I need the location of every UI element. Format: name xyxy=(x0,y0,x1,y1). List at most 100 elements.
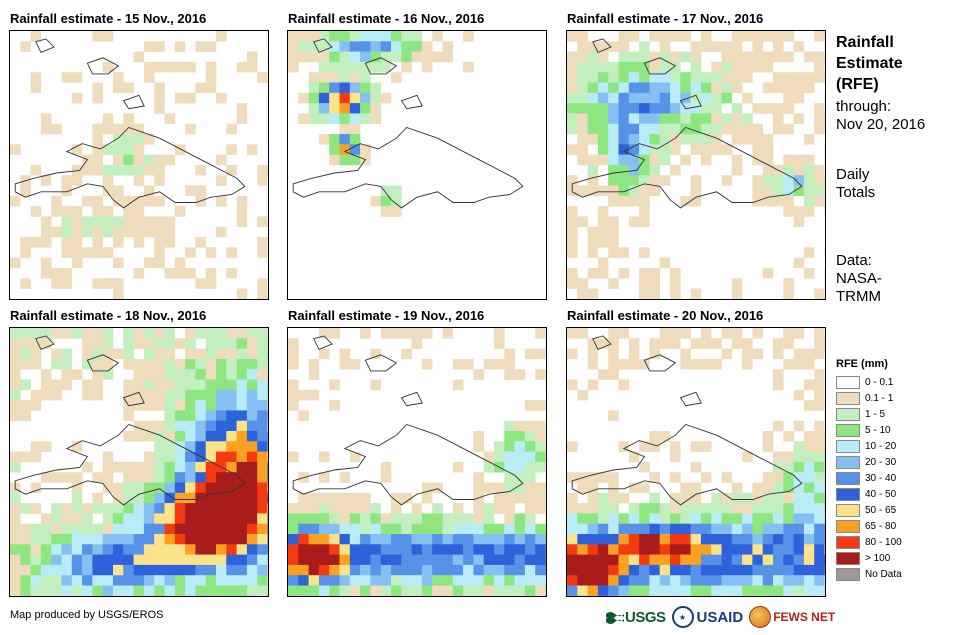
rainfall-cell xyxy=(752,348,763,360)
rainfall-cell xyxy=(391,492,402,504)
rainfall-cell xyxy=(61,554,73,566)
rainfall-cell xyxy=(545,575,546,586)
rainfall-cell xyxy=(639,267,650,279)
rainfall-cell xyxy=(700,585,712,596)
rainfall-cell xyxy=(524,431,536,442)
rainfall-cell xyxy=(659,144,671,155)
rainfall-cell xyxy=(257,544,268,555)
rainfall-cell xyxy=(113,237,124,248)
rainfall-cell xyxy=(370,534,381,545)
rainfall-cell xyxy=(608,61,619,73)
rainfall-cell xyxy=(793,185,805,197)
rainfall-cell xyxy=(711,72,722,83)
coastline-island xyxy=(400,94,423,110)
rainfall-cell xyxy=(164,113,176,124)
rainfall-cell xyxy=(587,358,599,370)
rainfall-cell xyxy=(773,482,784,494)
rainfall-cell xyxy=(308,41,320,52)
rainfall-cell xyxy=(783,185,794,197)
rainfall-cell xyxy=(473,482,484,494)
rainfall-cell xyxy=(731,544,743,555)
rainfall-cell xyxy=(82,216,93,227)
rainfall-cell xyxy=(246,544,258,555)
rainfall-cell xyxy=(123,328,134,339)
rainfall-cell xyxy=(164,61,176,73)
rainfall-cell xyxy=(154,103,165,114)
rainfall-cell xyxy=(123,348,134,360)
rainfall-cell xyxy=(123,206,134,217)
rainfall-cell xyxy=(185,492,196,504)
rainfall-cell xyxy=(752,144,763,155)
rainfall-cell xyxy=(700,82,712,94)
rainfall-cell xyxy=(380,31,392,42)
panel-title-15: Rainfall estimate - 15 Nov., 2016 xyxy=(10,11,207,26)
rainfall-cell xyxy=(793,175,805,186)
rainfall-cell xyxy=(824,123,825,135)
rainfall-cell xyxy=(143,369,155,380)
rainfall-cell xyxy=(783,564,794,576)
rainfall-cell xyxy=(318,472,330,483)
rainfall-cell xyxy=(20,185,31,197)
rainfall-cell xyxy=(195,564,206,576)
rainfall-cell xyxy=(216,338,227,349)
rainfall-cell xyxy=(421,358,433,370)
rainfall-cell xyxy=(639,523,650,535)
rainfall-cell xyxy=(597,554,609,566)
rainfall-cell xyxy=(391,31,402,42)
rainfall-cell xyxy=(628,144,640,155)
rainfall-cell xyxy=(577,278,588,289)
rainfall-cell xyxy=(793,358,805,370)
rainfall-cell xyxy=(762,472,774,483)
rainfall-cell xyxy=(298,575,309,586)
rainfall-cell xyxy=(628,513,640,524)
rainfall-cell xyxy=(742,554,753,566)
rainfall-cell xyxy=(411,554,423,566)
rainfall-cell xyxy=(102,461,114,473)
rainfall-cell xyxy=(773,82,784,94)
fewsnet-globe-icon xyxy=(749,606,772,628)
rainfall-cell xyxy=(246,513,258,524)
rainfall-cell xyxy=(803,585,815,596)
rainfall-cell xyxy=(649,103,660,114)
rainfall-cell xyxy=(577,564,588,576)
rainfall-cell xyxy=(535,564,546,576)
rainfall-cell xyxy=(40,585,52,596)
rainfall-cell xyxy=(30,31,42,42)
rainfall-cell xyxy=(30,338,42,349)
rainfall-cell xyxy=(113,585,124,596)
rainfall-cell xyxy=(567,175,578,186)
legend-label: 1 - 5 xyxy=(865,408,886,420)
rainfall-cell xyxy=(205,461,217,473)
rainfall-cell xyxy=(783,328,794,339)
rainfall-cell xyxy=(246,482,258,494)
rainfall-cell xyxy=(318,585,330,596)
rainfall-cell xyxy=(318,328,330,339)
rainfall-cell xyxy=(133,513,145,524)
rainfall-cell xyxy=(483,534,495,545)
rainfall-cell xyxy=(185,523,196,535)
rainfall-cell xyxy=(535,348,546,360)
rainfall-cell xyxy=(82,544,93,555)
rainfall-cell xyxy=(814,472,825,483)
rainfall-cell xyxy=(154,472,165,483)
rainfall-cell xyxy=(10,389,21,401)
rainfall-cell xyxy=(659,154,671,166)
rainfall-cell xyxy=(711,544,722,555)
rainfall-cell xyxy=(61,226,73,238)
rainfall-cell xyxy=(577,134,588,145)
rainfall-cell xyxy=(154,389,165,401)
rainfall-cell xyxy=(154,164,165,176)
rainfall-cell xyxy=(143,513,155,524)
rainfall-cell xyxy=(463,575,474,586)
rainfall-cell xyxy=(174,338,186,349)
rainfall-cell xyxy=(618,61,630,73)
coastline-island xyxy=(679,391,702,407)
rainfall-cell xyxy=(349,82,361,94)
rainfall-cell xyxy=(659,503,671,514)
rainfall-cell xyxy=(442,523,454,535)
rainfall-cell xyxy=(814,461,825,473)
rainfall-cell xyxy=(803,247,815,258)
rainfall-cell xyxy=(690,134,702,145)
rainfall-cell xyxy=(164,585,176,596)
